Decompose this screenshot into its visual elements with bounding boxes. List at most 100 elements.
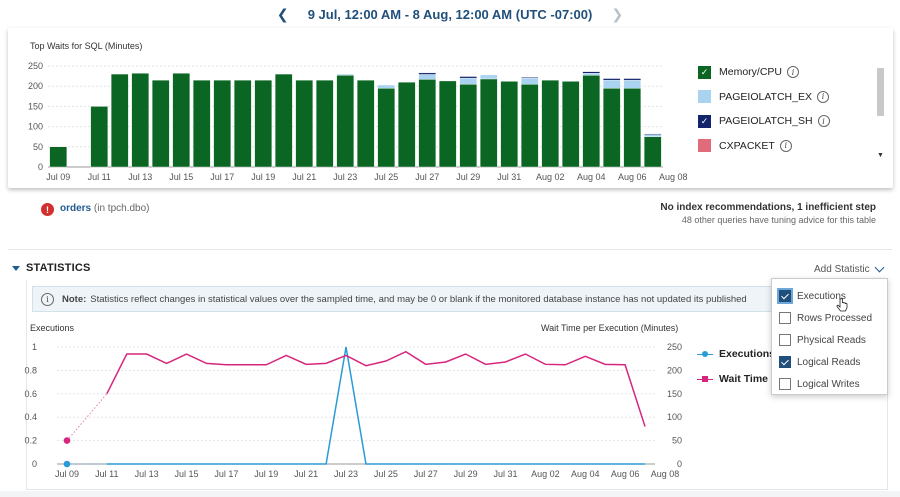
series-point	[63, 437, 71, 444]
y-right-tick-label: 150	[667, 389, 682, 399]
bar-segment	[192, 79, 211, 168]
option-executions[interactable]: Executions	[772, 285, 887, 307]
x-tick-label: Jul 19	[251, 172, 275, 182]
y-tick-label: 100	[28, 122, 43, 132]
y-tick-label: 250	[28, 61, 43, 71]
bar-segment	[336, 73, 355, 76]
checkbox[interactable]	[777, 288, 793, 304]
statistics-note: i Note: Statistics reflect changes in st…	[32, 286, 780, 312]
legend-swatch-pageiolatch-ex[interactable]	[698, 90, 711, 103]
info-icon: i	[41, 292, 54, 306]
info-icon[interactable]: i	[817, 115, 830, 127]
y-right-tick-label: 200	[667, 365, 682, 375]
bar-segment	[623, 78, 642, 81]
scroll-down-icon[interactable]: ▼	[877, 152, 884, 159]
legend-item-pageiolatch-ex[interactable]: PAGEIOLATCH_EX i	[698, 89, 830, 105]
x-tick-label: Jul 17	[214, 469, 238, 479]
y-left-tick-label: 1	[32, 342, 37, 352]
x-tick-label: Aug 06	[618, 172, 647, 182]
legend-item-executions[interactable]: Executions	[697, 347, 777, 361]
option-label: Logical Reads	[797, 356, 861, 368]
legend-marker-executions	[697, 349, 713, 359]
section-divider	[8, 249, 892, 250]
bar-segment	[438, 80, 457, 168]
info-icon[interactable]: i	[816, 90, 829, 103]
table-schema: (in tpch.dbo)	[93, 203, 150, 214]
y-tick-label: 50	[33, 142, 43, 152]
x-tick-label: Jul 21	[292, 172, 316, 182]
bar-segment	[254, 79, 273, 168]
bar-segment	[377, 84, 396, 89]
date-range-label: 9 Jul, 12:00 AM - 8 Aug, 12:00 AM (UTC -…	[307, 6, 593, 22]
checkbox[interactable]	[779, 334, 791, 346]
checkbox[interactable]	[779, 356, 791, 368]
y-right-tick-label: 0	[677, 459, 682, 469]
y-tick-label: 150	[28, 101, 43, 111]
checkbox[interactable]	[779, 378, 791, 390]
y-left-tick-label: 0.2	[24, 436, 37, 446]
bar-segment	[172, 73, 191, 168]
x-tick-label: Jul 29	[456, 172, 480, 182]
note-bold: Note:	[62, 293, 87, 305]
table-link[interactable]: orders (in tpch.dbo)	[60, 203, 150, 214]
legend-label: PAGEIOLATCH_SH	[719, 115, 813, 127]
y-tick-label: 200	[28, 81, 43, 91]
bar-segment	[274, 73, 293, 168]
x-tick-label: Jul 11	[95, 469, 118, 479]
x-tick-label: Jul 31	[497, 172, 521, 182]
chevron-left-icon[interactable]: ❮	[276, 5, 289, 22]
x-tick-label: Aug 04	[577, 172, 606, 182]
x-tick-label: Aug 02	[536, 172, 565, 182]
x-tick-label: Jul 31	[493, 469, 517, 479]
legend-label: PAGEIOLATCH_EX	[719, 90, 812, 103]
bar-segment	[90, 106, 109, 168]
scrollbar-thumb[interactable]	[877, 68, 884, 116]
y-left-tick-label: 0.4	[24, 412, 37, 422]
checkbox[interactable]	[779, 312, 791, 324]
info-icon[interactable]: i	[779, 139, 792, 152]
add-statistic-button[interactable]: Add Statistic	[814, 262, 885, 275]
x-tick-label: Jul 15	[175, 469, 199, 479]
legend-item-memory-cpu[interactable]: ✓ Memory/CPU i	[698, 64, 830, 80]
legend-label: Executions	[719, 348, 776, 360]
legend-item-pageiolatch-sh[interactable]: ✓ PAGEIOLATCH_SH i	[698, 113, 830, 129]
x-tick-label: Jul 09	[46, 172, 70, 182]
legend-swatch-cxpacket[interactable]	[698, 139, 711, 152]
statistics-legend: Executions Wait Time p	[697, 347, 777, 397]
x-tick-label: Jul 11	[88, 172, 111, 182]
option-label: Executions	[797, 290, 846, 302]
legend-scrollbar[interactable]: ▼	[877, 64, 884, 184]
bar-segment	[459, 76, 478, 79]
bar-segment	[213, 79, 232, 168]
option-logical-reads[interactable]: Logical Reads	[772, 351, 887, 373]
caret-down-icon	[12, 265, 20, 271]
legend-swatch-pageiolatch-sh[interactable]: ✓	[698, 114, 711, 128]
series-point	[63, 460, 71, 468]
bar-segment	[500, 81, 519, 168]
statistics-toggle[interactable]: STATISTICS	[12, 262, 91, 274]
x-tick-label: Jul 09	[55, 469, 79, 479]
x-tick-label: Jul 29	[454, 469, 478, 479]
option-logical-writes[interactable]: Logical Writes	[772, 373, 887, 395]
legend-item-cxpacket[interactable]: CXPACKET i	[698, 138, 830, 154]
option-rows-processed[interactable]: Rows Processed	[772, 307, 887, 329]
x-tick-label: Aug 06	[611, 469, 640, 479]
x-tick-label: Jul 15	[169, 172, 193, 182]
x-tick-label: Jul 21	[294, 469, 318, 479]
x-tick-label: Jul 27	[415, 172, 439, 182]
table-name[interactable]: orders	[60, 203, 92, 214]
option-label: Rows Processed	[797, 312, 873, 324]
legend-swatch-memory-cpu[interactable]: ✓	[698, 65, 711, 79]
y-right-tick-label: 250	[667, 342, 682, 352]
error-icon: !	[41, 203, 54, 216]
bar-segment	[151, 79, 170, 168]
y-right-tick-label: 100	[667, 412, 682, 422]
chevron-right-icon[interactable]: ❯	[611, 5, 624, 22]
info-icon[interactable]: i	[787, 66, 800, 78]
bar-segment	[582, 71, 601, 74]
legend-marker-wait-time	[697, 374, 713, 384]
option-physical-reads[interactable]: Physical Reads	[772, 329, 887, 351]
series-line	[106, 350, 646, 427]
legend-item-wait-time[interactable]: Wait Time p	[697, 372, 777, 386]
